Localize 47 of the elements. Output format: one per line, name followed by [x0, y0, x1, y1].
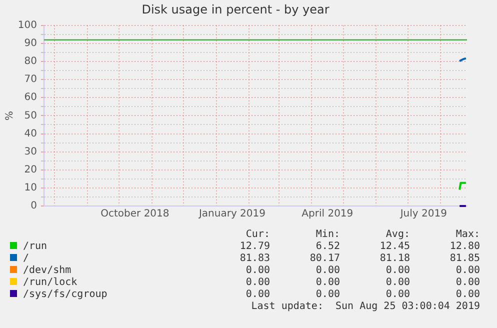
text: 0.00	[314, 265, 340, 277]
text: 0.00	[244, 289, 270, 301]
text: Cur:	[244, 229, 270, 241]
text: 12.45	[378, 241, 410, 253]
text: 81.18	[378, 253, 410, 265]
text: Max:	[454, 229, 480, 241]
y-tick-label: 20	[24, 164, 37, 176]
text: 12.79	[238, 241, 270, 253]
text: 0.00	[384, 277, 410, 289]
text: Avg:	[384, 229, 410, 241]
legend-label: /	[22, 253, 30, 265]
y-tick-label: 40	[24, 128, 37, 140]
y-axis-title: %	[4, 110, 16, 120]
y-tick-label: 80	[24, 56, 37, 68]
legend-label: /run/lock	[22, 277, 78, 289]
text: 0.00	[314, 289, 340, 301]
text: Last update: Sun Aug 25 03:00:04 2019	[250, 301, 480, 313]
text: 0.00	[454, 265, 480, 277]
text: 0.00	[454, 277, 480, 289]
x-tick-label: January 2019	[198, 208, 266, 220]
text: 81.83	[238, 253, 270, 265]
y-tick-label: 30	[24, 146, 37, 158]
x-tick-label: July 2019	[399, 208, 447, 220]
y-tick-label: 0	[30, 200, 37, 212]
text: 0.00	[314, 277, 340, 289]
y-tick-label: 70	[24, 74, 37, 86]
x-tick-label: April 2019	[302, 208, 354, 220]
y-tick-label: 90	[24, 38, 37, 50]
legend-label: /run	[22, 241, 48, 253]
y-tick-label: 10	[24, 182, 37, 194]
text: 0.00	[384, 265, 410, 277]
text: 81.85	[448, 253, 480, 265]
y-tick-label: 100	[18, 20, 37, 31]
y-tick-label: 50	[24, 110, 37, 122]
y-tick-label: 60	[24, 92, 37, 104]
text: 6.52	[314, 241, 340, 253]
text: 12.80	[448, 241, 480, 253]
x-tick-label: October 2018	[100, 208, 170, 220]
text: 80.17	[308, 253, 340, 265]
legend-label: /sys/fs/cgroup	[22, 289, 108, 301]
text: 0.00	[244, 265, 270, 277]
text: Min:	[314, 229, 340, 241]
text: 0.00	[384, 289, 410, 301]
legend-label: /dev/shm	[22, 265, 72, 277]
chart-title: Disk usage in percent - by year	[142, 2, 330, 16]
text: 0.00	[244, 277, 270, 289]
text: 0.00	[454, 289, 480, 301]
